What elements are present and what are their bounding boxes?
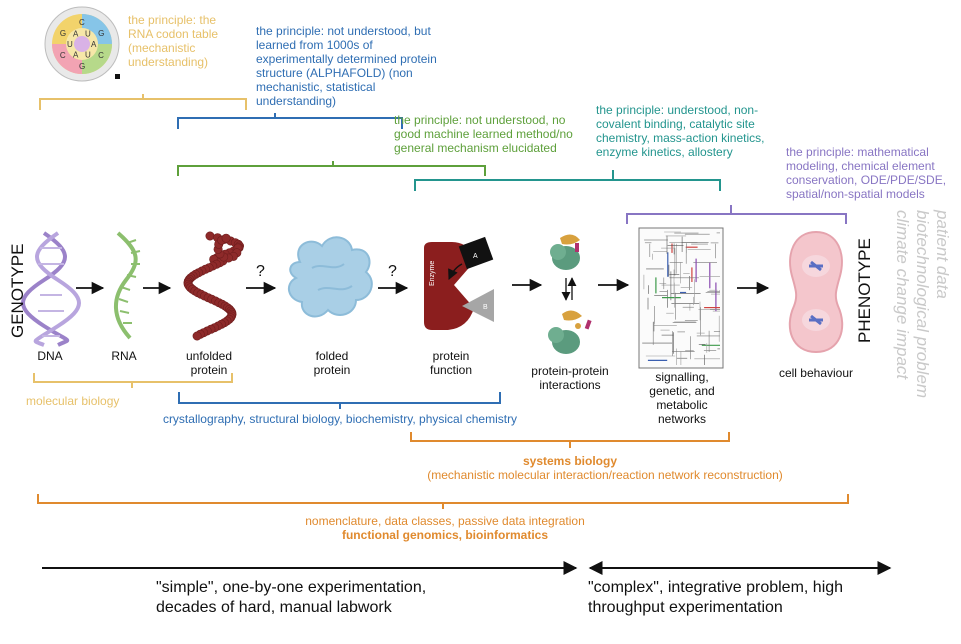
field-genomics-sub: nomenclature, data classes, passive data…: [305, 514, 585, 528]
substrate-arrow: [448, 263, 463, 280]
ppi-complex-top-icon: [550, 234, 580, 270]
codon-letter: U: [67, 40, 73, 49]
ppi-complex-bottom-icon: [548, 310, 592, 354]
substrate-a-icon: A: [458, 236, 494, 270]
codon-letter: C: [60, 51, 66, 60]
field-structural: crystallography, structural biology, bio…: [162, 412, 518, 426]
principle-networks: the principle: mathematical modeling, ch…: [786, 145, 947, 201]
unknown-fold-mark: ?: [256, 263, 265, 280]
folded-protein-icon: [287, 236, 373, 318]
codon-letter: C: [79, 18, 85, 27]
amino-acid-bead: [205, 231, 215, 241]
dividing-cell-icon: [788, 230, 844, 354]
codon-letter: A: [73, 30, 79, 39]
function-bracket: [177, 161, 486, 176]
genomics-bracket: [37, 494, 849, 509]
field-systems-title: systems biology: [522, 454, 618, 468]
right-vertical-label-2: biotechnological problem: [913, 210, 932, 399]
codon-letter: U: [85, 30, 91, 39]
codon-bracket: [39, 94, 247, 110]
label-cell-behaviour: cell behaviour: [778, 366, 854, 380]
svg-text:A: A: [473, 253, 478, 260]
codon-letter: U: [85, 50, 91, 59]
svg-text:B: B: [483, 304, 488, 311]
unfolded-protein-icon: [183, 231, 245, 341]
flow-arrows: [76, 278, 770, 295]
principle-codon: the principle: the RNA codon table (mech…: [128, 13, 219, 69]
field-molecular-biology: molecular biology: [26, 394, 120, 408]
bottom-right-text: "complex", integrative problem, high thr…: [588, 579, 844, 616]
dna-icon: [21, 231, 81, 347]
structure-bracket: [177, 113, 403, 129]
codon-letter: A: [73, 50, 79, 59]
codon-letter: C: [98, 51, 104, 60]
amino-acid-bead: [192, 331, 202, 341]
principle-interactions: the principle: understood, non-covalent …: [596, 103, 765, 159]
svg-text:Enzyme: Enzyme: [429, 261, 436, 286]
principle-structure: the principle: not understood, but learn…: [256, 24, 437, 108]
molecular-biology-bracket: [33, 373, 233, 388]
codon-letter: G: [79, 62, 85, 71]
label-ppi: protein-protein interactions: [531, 364, 609, 392]
label-folded-protein: folded protein: [313, 349, 351, 377]
label-networks: signalling, genetic, and metabolic netwo…: [649, 370, 715, 426]
bottom-left-text: "simple", one-by-one experimentation, de…: [156, 579, 427, 616]
label-rna: RNA: [111, 349, 137, 363]
genotype-label: GENOTYPE: [8, 243, 27, 338]
right-vertical-label-3: climate change impact: [893, 210, 912, 380]
field-systems-sub: (mechanistic molecular interaction/react…: [427, 468, 783, 482]
interactions-bracket: [414, 170, 721, 191]
codon-letter: G: [60, 29, 66, 38]
equilibrium-arrows: [561, 277, 577, 301]
substrate-b-icon: B: [462, 289, 494, 322]
codon-letter: G: [98, 29, 104, 38]
label-unfolded-protein: unfolded protein: [185, 349, 233, 377]
networks-bracket: [626, 205, 847, 224]
phenotype-label: PHENOTYPE: [855, 238, 874, 343]
network-map-icon: [642, 231, 720, 365]
network-map-frame: [638, 227, 724, 369]
principle-function: the principle: not understood, no good m…: [394, 113, 573, 155]
codon-letter: A: [91, 40, 97, 49]
label-dna: DNA: [37, 349, 63, 363]
field-genomics-title: functional genomics, bioinformatics: [341, 528, 549, 542]
label-protein-function: protein function: [429, 349, 473, 377]
unknown-function-mark: ?: [388, 263, 397, 280]
amino-acid-bead: [221, 233, 231, 243]
rna-icon: [113, 231, 141, 340]
systems-bracket: [410, 432, 730, 448]
structural-bracket: [178, 392, 501, 409]
right-vertical-label-1: patient data: [933, 210, 952, 299]
